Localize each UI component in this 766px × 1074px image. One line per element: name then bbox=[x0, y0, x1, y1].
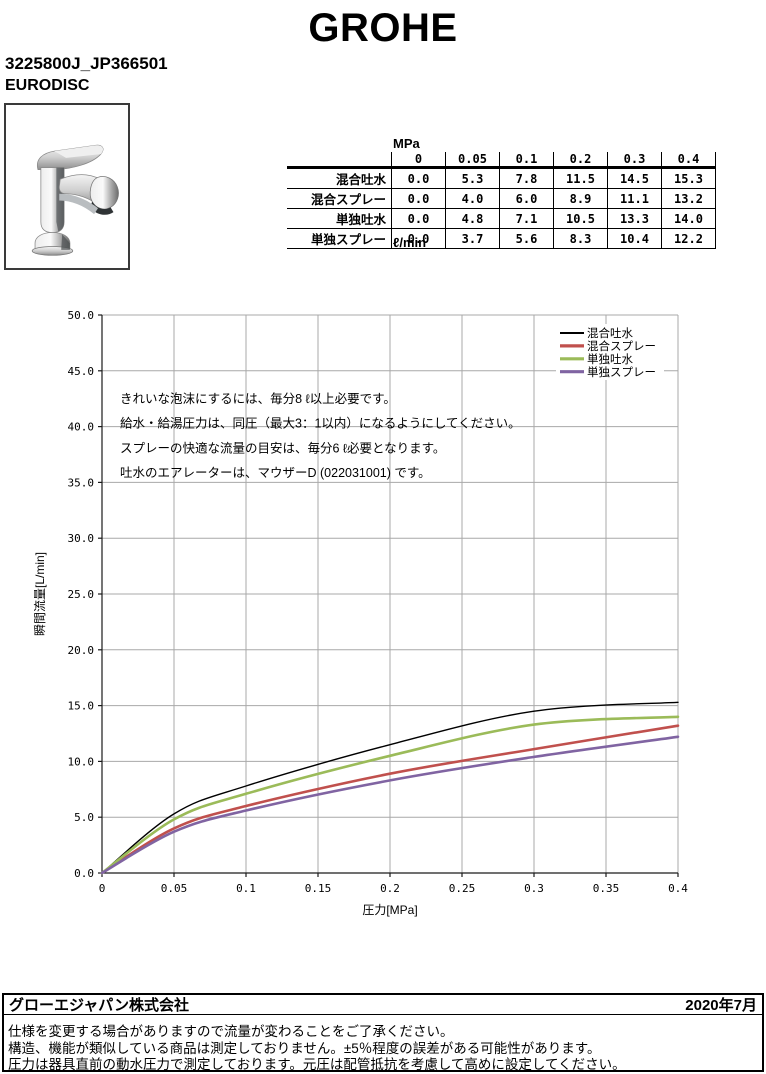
flow-value-cell: 15.3 bbox=[661, 167, 716, 189]
flow-value-cell: 14.0 bbox=[661, 208, 716, 229]
flow-value-cell: 8.3 bbox=[553, 228, 608, 249]
flow-table-row: 混合吐水 0.0 5.3 7.8 11.5 14.5 15.3 bbox=[287, 167, 716, 189]
flow-value-cell: 11.1 bbox=[607, 188, 662, 209]
flow-value-cell: 7.1 bbox=[499, 208, 554, 229]
footer-header-row: グローエジャパン株式会社 2020年7月 bbox=[4, 995, 762, 1015]
series-line-0 bbox=[101, 701, 679, 874]
footer-note: 圧力は器具直前の動水圧力で測定しております。元圧は配管抵抗を考慮して高めに設定し… bbox=[8, 1057, 626, 1072]
y-axis-title: 瞬間流量[L/min] bbox=[33, 552, 47, 636]
brand-title: GROHE bbox=[308, 6, 458, 50]
x-tick-label: 0.25 bbox=[449, 882, 476, 895]
x-tick-label: 0.2 bbox=[380, 882, 400, 895]
row-label-cell: 単独スプレー bbox=[287, 228, 392, 249]
flow-table-row: 単独吐水 0.0 4.8 7.1 10.5 13.3 14.0 bbox=[287, 208, 716, 229]
row-label-cell: 混合スプレー bbox=[287, 188, 392, 209]
flow-value-cell: 5.6 bbox=[499, 228, 554, 249]
product-image-frame bbox=[4, 103, 130, 270]
legend-label: 単独スプレー bbox=[587, 365, 656, 379]
flow-value-cell: 13.3 bbox=[607, 208, 662, 229]
series-line-3 bbox=[100, 735, 680, 875]
company-name: グローエジャパン株式会社 bbox=[9, 996, 190, 1014]
flow-value-cell: 7.8 bbox=[499, 167, 554, 189]
y-tick-label: 30.0 bbox=[68, 532, 95, 545]
flow-rate-chart: 0 0.05 0.1 0.15 0.2 0.25 0.3 0.35 0.4 0.0 5.0 10.0 1… bbox=[33, 309, 688, 917]
y-tick-label: 25.0 bbox=[68, 588, 95, 601]
legend-label: 混合吐水 bbox=[587, 326, 633, 340]
y-tick-label: 5.0 bbox=[74, 811, 94, 824]
y-tick-label: 10.0 bbox=[68, 755, 95, 768]
y-tick-label: 40.0 bbox=[68, 421, 95, 434]
pressure-header-row: 0 0.05 0.1 0.2 0.3 0.4 bbox=[287, 152, 716, 169]
faucet-drawing bbox=[31, 144, 119, 256]
flow-value-cell: 11.5 bbox=[553, 167, 608, 189]
flow-value-cell: 4.8 bbox=[445, 208, 500, 229]
row-label-cell: 単独吐水 bbox=[287, 208, 392, 229]
pressure-header-cell: 0.4 bbox=[661, 152, 716, 169]
series-line-1 bbox=[100, 724, 680, 875]
flow-unit-label: ℓ/min bbox=[393, 235, 427, 250]
table-corner-cell bbox=[287, 152, 392, 169]
x-axis-title: 圧力[MPa] bbox=[362, 903, 417, 917]
y-tick-label: 20.0 bbox=[68, 644, 95, 657]
issue-date: 2020年7月 bbox=[685, 996, 757, 1014]
x-tick-label: 0.05 bbox=[161, 882, 188, 895]
row-label-cell: 混合吐水 bbox=[287, 167, 392, 189]
x-tick-label: 0 bbox=[99, 882, 106, 895]
pressure-header-cell: 0.1 bbox=[499, 152, 554, 169]
product-code: 3225800J_JP366501 bbox=[5, 54, 168, 73]
flow-value-cell: 4.0 bbox=[445, 188, 500, 209]
chart-annotation: きれいな泡沫にするには、毎分8 ℓ以上必要です。 bbox=[120, 391, 396, 406]
flow-value-cell: 0.0 bbox=[391, 167, 446, 189]
product-name: EURODISC bbox=[5, 77, 90, 94]
pressure-unit-label: MPa bbox=[393, 136, 420, 151]
footer: グローエジャパン株式会社 2020年7月 仕様を変更する場合がありますので流量が… bbox=[2, 993, 764, 1072]
pressure-header-cell: 0 bbox=[391, 152, 446, 169]
flow-rate-table: 0 0.05 0.1 0.2 0.3 0.4 混合吐水 0.0 5.3 7.8 11.5 14.5 15… bbox=[287, 152, 716, 249]
legend-label: 混合スプレー bbox=[587, 339, 656, 353]
series-line-2 bbox=[100, 715, 680, 875]
flow-value-cell: 14.5 bbox=[607, 167, 662, 189]
flow-value-cell: 0.0 bbox=[391, 208, 446, 229]
x-tick-label: 0.1 bbox=[236, 882, 256, 895]
x-tick-label: 0.4 bbox=[668, 882, 688, 895]
flow-value-cell: 10.5 bbox=[553, 208, 608, 229]
flow-value-cell: 13.2 bbox=[661, 188, 716, 209]
y-tick-label: 35.0 bbox=[68, 476, 95, 489]
x-tick-label: 0.3 bbox=[524, 882, 544, 895]
flow-value-cell: 0.0 bbox=[391, 228, 446, 249]
x-tick-label: 0.15 bbox=[305, 882, 332, 895]
flow-value-cell: 12.2 bbox=[661, 228, 716, 249]
y-tick-label: 45.0 bbox=[68, 365, 95, 378]
flow-value-cell: 5.3 bbox=[445, 167, 500, 189]
chart-annotation: 給水・給湯圧力は、同圧（最大3：1以内）になるようにしてください。 bbox=[120, 417, 521, 431]
x-tick-label: 0.35 bbox=[593, 882, 620, 895]
faucet-product-image bbox=[6, 105, 128, 268]
flow-table-row: 混合スプレー 0.0 4.0 6.0 8.9 11.1 13.2 bbox=[287, 188, 716, 209]
pressure-header-cell: 0.05 bbox=[445, 152, 500, 169]
chart-annotation: スプレーの快適な流量の目安は、毎分6 ℓ必要となります。 bbox=[120, 440, 445, 455]
y-tick-label: 0.0 bbox=[74, 867, 94, 880]
flow-value-cell: 10.4 bbox=[607, 228, 662, 249]
footer-notes: 仕様を変更する場合がありますので流量が変わることをご了承ください。 構造、機能が… bbox=[4, 1015, 762, 1074]
footer-note: 構造、機能が類似している商品は測定しておりません。±5％程度の誤差がある可能性が… bbox=[8, 1040, 601, 1056]
y-tick-label: 50.0 bbox=[68, 309, 95, 322]
flow-value-cell: 0.0 bbox=[391, 188, 446, 209]
legend-label: 単独吐水 bbox=[587, 352, 633, 366]
pressure-header-cell: 0.2 bbox=[553, 152, 608, 169]
flow-value-cell: 3.7 bbox=[445, 228, 500, 249]
pressure-header-cell: 0.3 bbox=[607, 152, 662, 169]
chart-annotation: 吐水のエアレーターは、マウザーD (022031001) です。 bbox=[120, 466, 431, 480]
flow-value-cell: 6.0 bbox=[499, 188, 554, 209]
flow-table-row: 単独スプレー 0.0 3.7 5.6 8.3 10.4 12.2 bbox=[287, 228, 716, 249]
flow-value-cell: 8.9 bbox=[553, 188, 608, 209]
footer-note: 仕様を変更する場合がありますので流量が変わることをご了承ください。 bbox=[8, 1024, 454, 1039]
y-tick-label: 15.0 bbox=[68, 700, 95, 713]
